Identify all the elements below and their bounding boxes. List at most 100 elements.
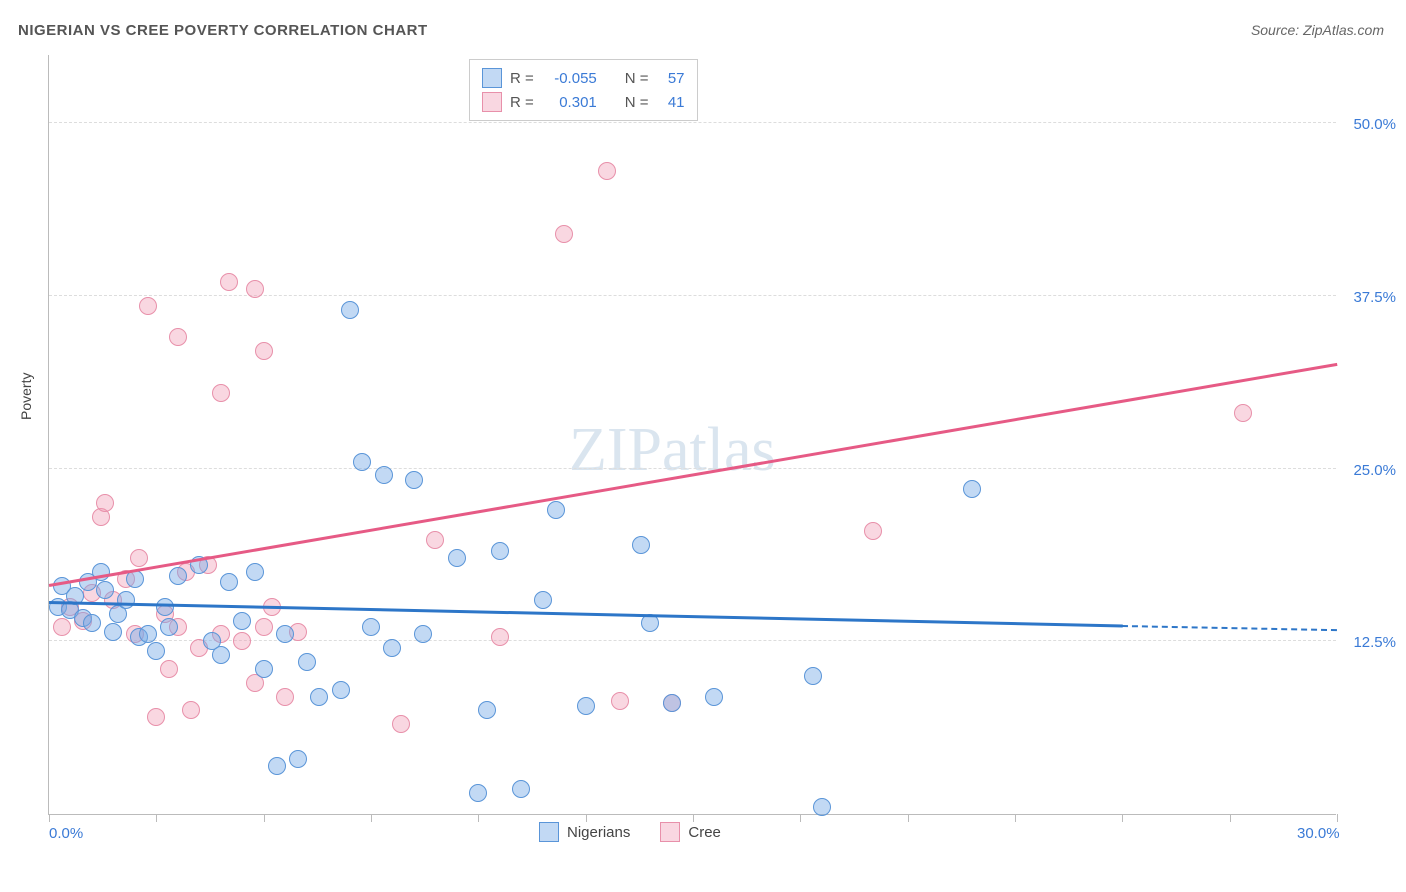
scatter-point-nigerians: [375, 466, 393, 484]
x-tick: [371, 814, 372, 822]
scatter-point-nigerians: [289, 750, 307, 768]
x-tick: [156, 814, 157, 822]
y-tick-label: 50.0%: [1346, 116, 1396, 133]
legend: Nigerians Cree: [539, 822, 721, 842]
scatter-point-nigerians: [405, 471, 423, 489]
scatter-point-nigerians: [117, 591, 135, 609]
y-axis-label: Poverty: [18, 373, 34, 420]
x-tick: [49, 814, 50, 822]
chart-container: NIGERIAN VS CREE POVERTY CORRELATION CHA…: [0, 0, 1406, 892]
swatch-cree-icon: [482, 92, 502, 112]
x-tick: [264, 814, 265, 822]
scatter-point-cree: [182, 701, 200, 719]
scatter-point-cree: [220, 273, 238, 291]
x-tick: [908, 814, 909, 822]
x-tick: [1337, 814, 1338, 822]
scatter-point-nigerians: [663, 694, 681, 712]
y-tick-label: 37.5%: [1346, 289, 1396, 306]
y-tick-label: 25.0%: [1346, 462, 1396, 479]
stat-r-value-cree: 0.301: [542, 94, 597, 111]
scatter-point-cree: [611, 692, 629, 710]
scatter-point-cree: [147, 708, 165, 726]
scatter-point-cree: [864, 522, 882, 540]
scatter-point-cree: [169, 328, 187, 346]
trend-line-dash: [1122, 625, 1337, 631]
scatter-point-nigerians: [139, 625, 157, 643]
scatter-point-nigerians: [813, 798, 831, 816]
source-attribution: Source: ZipAtlas.com: [1251, 22, 1384, 38]
scatter-point-nigerians: [512, 780, 530, 798]
scatter-point-cree: [276, 688, 294, 706]
trend-line: [49, 601, 1122, 627]
scatter-point-nigerians: [478, 701, 496, 719]
stat-n-label: N =: [625, 94, 649, 111]
scatter-point-nigerians: [310, 688, 328, 706]
scatter-point-nigerians: [233, 612, 251, 630]
scatter-point-nigerians: [632, 536, 650, 554]
scatter-point-nigerians: [276, 625, 294, 643]
scatter-point-cree: [53, 618, 71, 636]
trend-line: [49, 362, 1337, 586]
x-tick-label: 30.0%: [1297, 825, 1340, 842]
stat-n-value-cree: 41: [657, 94, 685, 111]
gridline-h: [49, 295, 1336, 296]
x-tick: [478, 814, 479, 822]
stats-row-cree: R = 0.301 N = 41: [482, 90, 685, 114]
stats-box: R = -0.055 N = 57 R = 0.301 N = 41: [469, 59, 698, 121]
scatter-point-cree: [246, 280, 264, 298]
scatter-point-nigerians: [255, 660, 273, 678]
x-tick: [1230, 814, 1231, 822]
scatter-point-nigerians: [804, 667, 822, 685]
scatter-point-nigerians: [83, 614, 101, 632]
legend-label-cree: Cree: [688, 824, 721, 841]
scatter-point-nigerians: [220, 573, 238, 591]
scatter-point-nigerians: [160, 618, 178, 636]
gridline-h: [49, 468, 1336, 469]
scatter-point-nigerians: [332, 681, 350, 699]
scatter-point-cree: [233, 632, 251, 650]
scatter-point-nigerians: [577, 697, 595, 715]
scatter-point-nigerians: [414, 625, 432, 643]
legend-item-nigerians: Nigerians: [539, 822, 630, 842]
scatter-point-cree: [598, 162, 616, 180]
stats-row-nigerians: R = -0.055 N = 57: [482, 66, 685, 90]
legend-label-nigerians: Nigerians: [567, 824, 630, 841]
stat-r-label: R =: [510, 94, 534, 111]
scatter-point-nigerians: [298, 653, 316, 671]
scatter-point-nigerians: [341, 301, 359, 319]
scatter-point-nigerians: [383, 639, 401, 657]
scatter-point-nigerians: [268, 757, 286, 775]
x-tick: [800, 814, 801, 822]
x-tick-label: 0.0%: [49, 825, 83, 842]
plot-area: ZIPatlas R = -0.055 N = 57 R = 0.301 N =…: [48, 55, 1336, 815]
scatter-point-nigerians: [534, 591, 552, 609]
scatter-point-cree: [491, 628, 509, 646]
stat-n-label: N =: [625, 70, 649, 87]
scatter-point-nigerians: [96, 581, 114, 599]
legend-swatch-cree-icon: [660, 822, 680, 842]
scatter-point-nigerians: [641, 614, 659, 632]
x-tick: [1015, 814, 1016, 822]
scatter-point-nigerians: [156, 598, 174, 616]
legend-swatch-nigerians-icon: [539, 822, 559, 842]
scatter-point-cree: [392, 715, 410, 733]
stat-r-value-nigerians: -0.055: [542, 70, 597, 87]
scatter-point-cree: [255, 618, 273, 636]
y-tick-label: 12.5%: [1346, 634, 1396, 651]
stat-r-label: R =: [510, 70, 534, 87]
scatter-point-nigerians: [104, 623, 122, 641]
scatter-point-cree: [426, 531, 444, 549]
scatter-point-nigerians: [469, 784, 487, 802]
legend-item-cree: Cree: [660, 822, 721, 842]
scatter-point-cree: [96, 494, 114, 512]
watermark-text: ZIPatlas: [569, 415, 776, 486]
scatter-point-cree: [139, 297, 157, 315]
scatter-point-nigerians: [362, 618, 380, 636]
scatter-point-nigerians: [246, 563, 264, 581]
x-tick: [693, 814, 694, 822]
scatter-point-cree: [255, 342, 273, 360]
scatter-point-cree: [130, 549, 148, 567]
scatter-point-nigerians: [353, 453, 371, 471]
scatter-point-nigerians: [448, 549, 466, 567]
scatter-point-nigerians: [491, 542, 509, 560]
